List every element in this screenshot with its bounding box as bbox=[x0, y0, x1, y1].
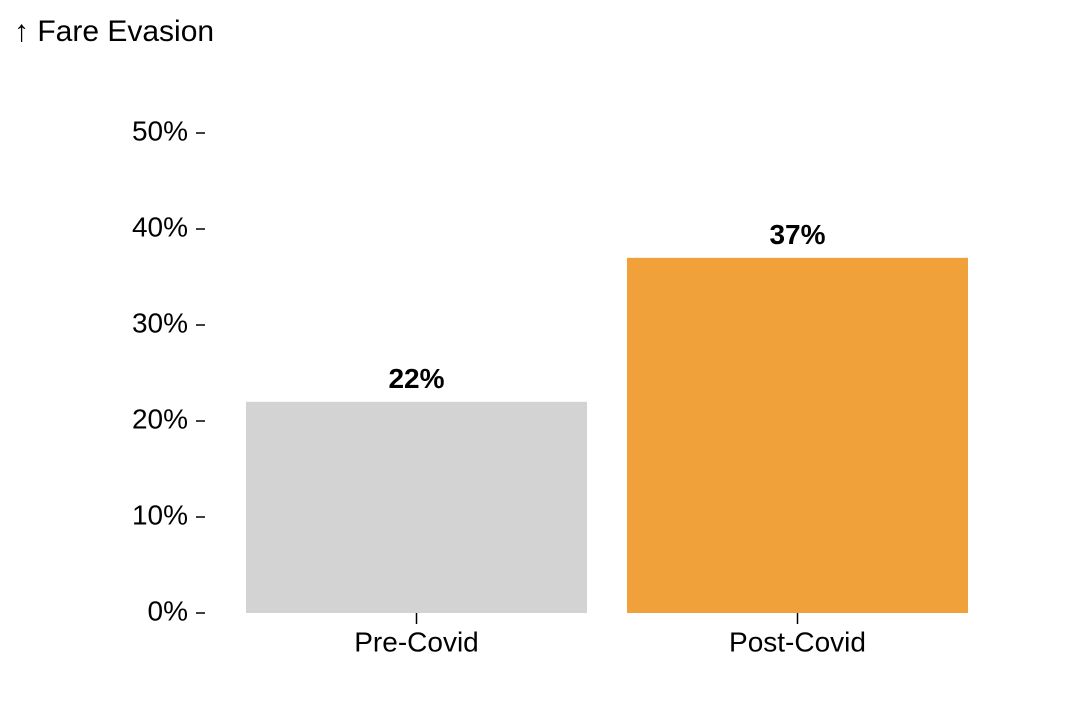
x-tick-label: Post-Covid bbox=[729, 626, 866, 657]
bar bbox=[627, 257, 968, 613]
y-tick-label: 20% bbox=[132, 403, 188, 434]
value-label: 37% bbox=[769, 219, 825, 250]
y-tick-label: 0% bbox=[148, 595, 188, 626]
y-tick-label: 50% bbox=[132, 115, 188, 146]
value-label: 22% bbox=[388, 363, 444, 394]
x-tick-label: Pre-Covid bbox=[354, 626, 478, 657]
y-tick-label: 10% bbox=[132, 499, 188, 530]
bar bbox=[246, 401, 587, 613]
y-tick-label: 40% bbox=[132, 211, 188, 242]
y-axis-label: ↑ Fare Evasion bbox=[14, 15, 214, 48]
y-tick-label: 30% bbox=[132, 307, 188, 338]
